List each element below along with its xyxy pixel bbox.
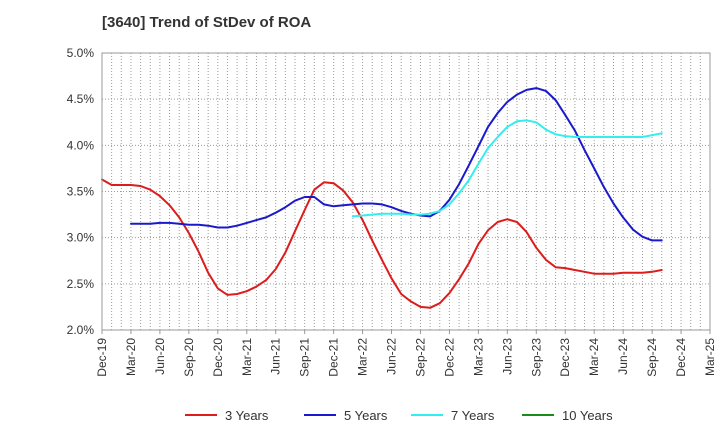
x-tick-label: Dec-19 <box>95 338 109 377</box>
series-line-3-years <box>101 178 663 309</box>
y-tick-label: 4.0% <box>67 138 95 152</box>
x-tick-label: Sep-20 <box>182 338 196 377</box>
y-tick-label: 3.5% <box>67 185 95 199</box>
y-axis: 2.0% 2.5% 3.0% 3.5% 4.0% 4.5% 5.0% <box>67 46 95 337</box>
x-tick-label: Jun-24 <box>616 338 630 375</box>
x-tick-label: Sep-21 <box>298 338 312 377</box>
y-tick-label: 3.0% <box>67 231 95 245</box>
y-tick-label: 4.5% <box>67 92 95 106</box>
plot-frame <box>101 52 711 331</box>
x-tick-label: Dec-22 <box>442 338 456 377</box>
chart-title: [3640] Trend of StDev of ROA <box>102 14 312 31</box>
x-tick-label: Mar-23 <box>471 338 485 376</box>
x-tick-label: Mar-20 <box>124 338 138 376</box>
x-tick-label: Sep-22 <box>413 338 427 377</box>
y-tick-label: 2.5% <box>67 277 95 291</box>
x-tick-label: Sep-24 <box>645 338 659 377</box>
y-tick-label: 5.0% <box>67 46 95 60</box>
legend-label-7-years: 7 Years <box>451 408 495 423</box>
x-tick-label: Dec-20 <box>211 338 225 377</box>
x-tick-label: Mar-25 <box>703 338 717 376</box>
series-line-7-years <box>351 119 663 218</box>
x-tick-label: Jun-21 <box>269 338 283 375</box>
x-tick-label: Dec-24 <box>674 338 688 377</box>
series-line-5-years <box>130 87 663 242</box>
y-tick-label: 2.0% <box>67 323 95 337</box>
grid <box>102 53 710 330</box>
legend-label-10-years: 10 Years <box>562 408 613 423</box>
x-tick-label: Jun-23 <box>500 338 514 375</box>
x-tick-label: Dec-21 <box>327 338 341 377</box>
x-axis: Dec-19 Mar-20 Jun-20 Sep-20 Dec-20 Mar-21 Jun-… <box>95 330 717 377</box>
x-tick-label: Jun-20 <box>153 338 167 375</box>
legend-label-5-years: 5 Years <box>344 408 388 423</box>
legend: 3 Years 5 Years 7 Years 10 Years <box>185 408 613 423</box>
x-tick-label: Mar-24 <box>587 338 601 376</box>
x-tick-label: Mar-22 <box>356 338 370 376</box>
legend-label-3-years: 3 Years <box>225 408 269 423</box>
x-tick-label: Jun-22 <box>385 338 399 375</box>
x-tick-label: Dec-23 <box>558 338 572 377</box>
x-tick-label: Sep-23 <box>529 338 543 377</box>
x-tick-label: Mar-21 <box>240 338 254 376</box>
plot-lines <box>101 87 663 309</box>
